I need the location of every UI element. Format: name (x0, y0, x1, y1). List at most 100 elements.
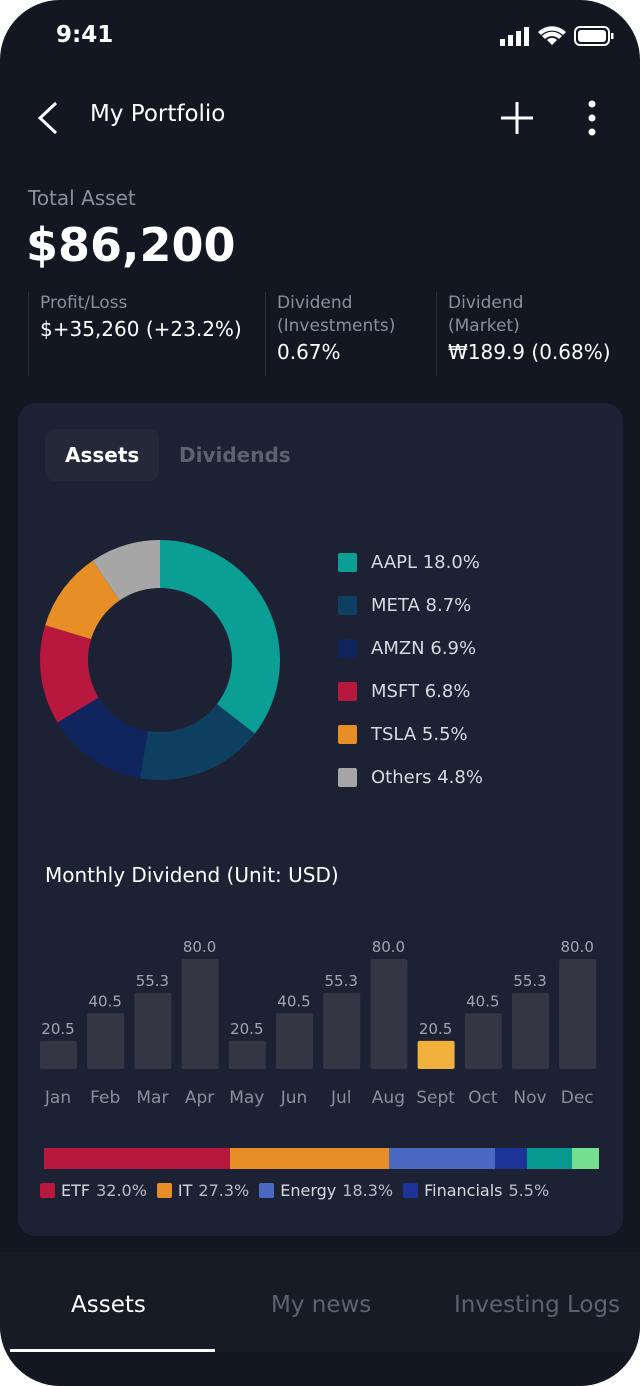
legend-label: Others 4.8% (371, 767, 483, 788)
sector-legend-item: IT 27.3% (156, 1181, 249, 1200)
legend-swatch (338, 596, 357, 615)
bar-value-label: 55.3 (324, 972, 357, 990)
tab-dividends[interactable]: Dividends (179, 443, 291, 467)
tab-assets[interactable]: Assets (45, 429, 160, 481)
legend-label: AMZN 6.9% (371, 638, 477, 659)
nav-investing-logs[interactable]: Investing Logs (454, 1292, 621, 1318)
bar-value-label: 20.5 (419, 1020, 452, 1038)
back-icon[interactable] (36, 101, 60, 135)
signal-icon (500, 27, 529, 46)
legend-swatch (338, 768, 357, 787)
total-asset-label: Total Asset (28, 186, 136, 210)
bar-may (228, 1040, 266, 1069)
sector-bar (44, 1148, 599, 1169)
stat-dividend-market: Dividend (Market) ₩189.9 (0.68%) (436, 292, 611, 376)
bar-dec (559, 959, 597, 1069)
month-label: Mar (136, 1088, 168, 1108)
stat-dividend-investments: Dividend (Investments) 0.67% (265, 292, 395, 376)
legend-item: AAPL 18.0% (338, 541, 483, 584)
bottom-nav: Assets My news Investing Logs (0, 1252, 640, 1352)
sector-legend-item: Energy 18.3% (259, 1181, 393, 1200)
legend-item: AMZN 6.9% (338, 627, 483, 670)
add-icon[interactable] (500, 101, 534, 135)
legend-item: Others 4.8% (338, 756, 483, 799)
stat-label: Dividend (277, 293, 353, 313)
bar-value-label: 55.3 (136, 972, 169, 990)
stat-label: Dividend (448, 293, 524, 313)
sector-segment (527, 1148, 572, 1169)
legend-swatch (403, 1183, 419, 1198)
legend-item: TSLA 5.5% (338, 713, 483, 756)
more-icon[interactable] (586, 99, 598, 137)
sector-value: 32.0% (96, 1181, 147, 1200)
legend-swatch (40, 1183, 55, 1198)
sector-name: Financials (424, 1181, 503, 1200)
stat-value: 0.67% (277, 340, 341, 364)
month-label: Feb (90, 1088, 120, 1108)
legend-swatch (259, 1183, 275, 1198)
month-label: Oct (468, 1088, 498, 1108)
legend-label: TSLA 5.5% (371, 724, 468, 745)
monthly-dividend-title: Monthly Dividend (Unit: USD) (45, 863, 339, 887)
donut-slice-aapl (160, 540, 280, 734)
sector-segment (388, 1148, 496, 1169)
sector-legend-item: ETF 32.0% (40, 1181, 147, 1200)
stat-value: ₩189.9 (0.68%) (448, 340, 611, 364)
stat-value: $+35,260 (+23.2%) (40, 317, 242, 341)
month-label: May (229, 1088, 264, 1108)
nav-assets[interactable]: Assets (71, 1292, 146, 1318)
bar-value-label: 80.0 (183, 938, 216, 956)
month-label: Aug (372, 1088, 405, 1108)
bar-value-label: 40.5 (466, 992, 499, 1010)
bar-feb (87, 1013, 125, 1069)
donut-legend: AAPL 18.0% META 8.7% AMZN 6.9% MSFT 6.8% TSL… (338, 541, 483, 799)
status-icons (500, 26, 614, 46)
month-label: Sept (416, 1088, 455, 1108)
legend-label: AAPL 18.0% (371, 552, 480, 573)
donut-slice-msft (40, 625, 99, 723)
legend-label: META 8.7% (371, 595, 472, 616)
legend-swatch (338, 639, 357, 658)
sector-legend: ETF 32.0% IT 27.3% Energy 18.3% Financials 5.5% (40, 1181, 549, 1200)
stat-label: Profit/Loss (40, 293, 128, 313)
sector-value: 18.3% (342, 1181, 394, 1200)
stat-sublabel: (Investments) (277, 316, 396, 336)
month-label: Apr (185, 1088, 214, 1108)
legend-label: MSFT 6.8% (371, 681, 471, 702)
bar-nov (512, 992, 549, 1069)
donut-slice-others (92, 540, 160, 601)
portfolio-card: Assets Dividends AAPL 18.0% META 8.7% AMZN… (18, 403, 623, 1236)
bar-value-label: 40.5 (88, 992, 121, 1010)
donut-slice-meta (140, 704, 255, 780)
donut-chart (40, 540, 280, 780)
sector-segment (495, 1148, 528, 1169)
sector-segment (230, 1148, 389, 1169)
bar-value-label: 80.0 (560, 938, 593, 956)
status-time: 9:41 (56, 22, 114, 48)
sector-segment (571, 1148, 599, 1169)
header: My Portfolio (0, 95, 640, 139)
page-title: My Portfolio (90, 101, 226, 127)
bar-mar (134, 992, 172, 1069)
sector-name: IT (177, 1181, 193, 1200)
sector-name: Energy (280, 1181, 337, 1200)
bar-value-label: 80.0 (372, 938, 405, 956)
month-label: Dec (561, 1088, 594, 1108)
sector-value: 5.5% (508, 1181, 550, 1200)
sector-segment (44, 1148, 231, 1169)
bar-oct (464, 1013, 502, 1069)
bar-apr (181, 959, 219, 1069)
month-label: Nov (513, 1088, 546, 1108)
bar-value-label: 55.3 (513, 972, 546, 990)
active-tab-indicator (10, 1349, 215, 1352)
month-label: Jul (330, 1088, 352, 1108)
legend-item: META 8.7% (338, 584, 483, 627)
nav-my-news[interactable]: My news (271, 1292, 372, 1318)
bar-aug (370, 959, 408, 1069)
stat-sublabel: (Market) (448, 316, 520, 336)
month-label: Jan (44, 1088, 71, 1108)
battery-icon (574, 26, 614, 46)
legend-swatch (156, 1183, 172, 1198)
bar-value-label: 20.5 (230, 1020, 263, 1038)
